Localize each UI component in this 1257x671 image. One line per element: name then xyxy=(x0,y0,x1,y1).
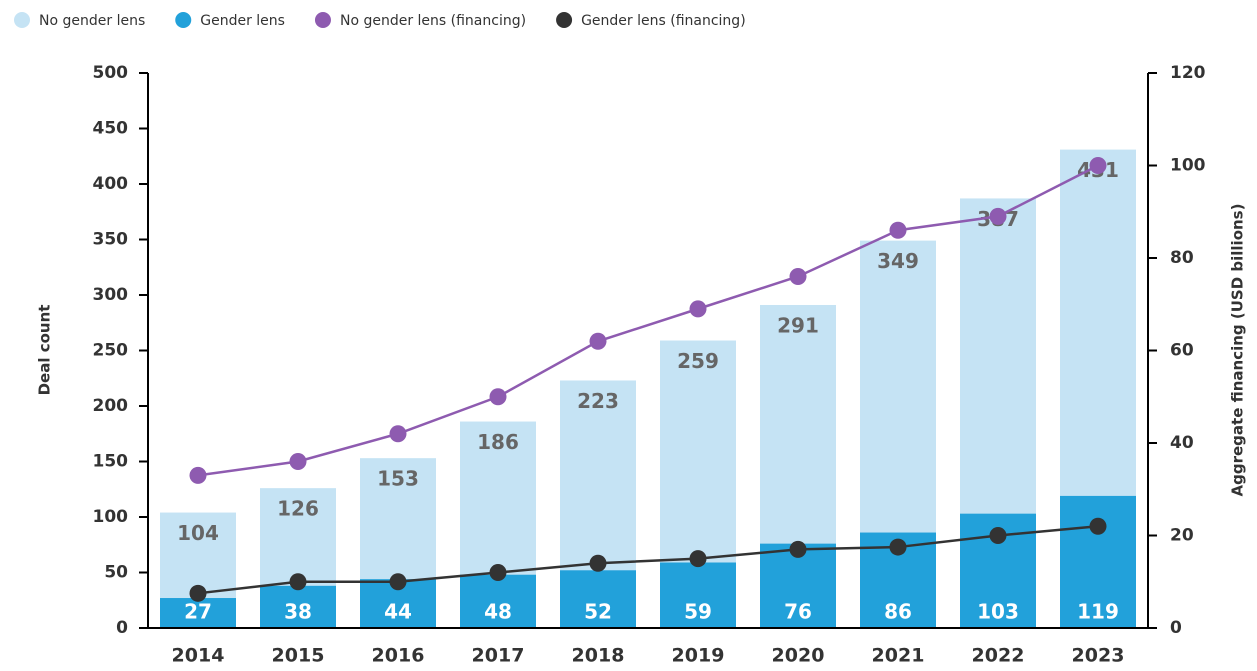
line-point xyxy=(589,332,607,350)
legend-label: No gender lens (financing) xyxy=(340,13,526,29)
data-label: 223 xyxy=(577,389,619,413)
line-point xyxy=(389,425,407,443)
data-label: 349 xyxy=(877,249,919,273)
data-label: 48 xyxy=(484,600,512,624)
line-point xyxy=(489,388,507,406)
y-axis-title: Deal count xyxy=(36,305,54,396)
legend-label: Gender lens xyxy=(200,13,285,29)
y-tick-label: 50 xyxy=(104,563,128,583)
data-label: 153 xyxy=(377,467,419,491)
data-label: 38 xyxy=(284,600,312,624)
y2-tick-label: 0 xyxy=(1170,618,1182,638)
y2-tick-label: 80 xyxy=(1170,248,1194,268)
x-tick-label: 2021 xyxy=(872,645,925,667)
x-tick-label: 2016 xyxy=(372,645,425,667)
line-point xyxy=(989,527,1007,544)
y2-tick-label: 40 xyxy=(1170,433,1194,453)
line-point xyxy=(189,584,207,602)
y-tick-label: 300 xyxy=(93,285,129,305)
bar xyxy=(560,570,636,628)
line-point xyxy=(889,221,907,239)
x-tick-label: 2023 xyxy=(1072,645,1125,667)
data-label: 119 xyxy=(1077,600,1119,624)
x-tick-label: 2017 xyxy=(472,645,525,667)
line-point xyxy=(1089,157,1107,174)
y-tick-label: 450 xyxy=(93,119,129,139)
line-point xyxy=(589,554,607,572)
x-tick-label: 2019 xyxy=(672,645,725,667)
line-point xyxy=(989,207,1007,225)
line-point xyxy=(489,564,507,581)
legend-marker xyxy=(556,12,573,28)
data-label: 27 xyxy=(184,600,212,624)
y2-tick-label: 20 xyxy=(1170,526,1194,546)
data-label: 44 xyxy=(384,600,412,624)
data-label: 104 xyxy=(177,521,219,545)
y2-tick-label: 100 xyxy=(1170,156,1206,176)
data-label: 76 xyxy=(784,600,812,624)
y-tick-label: 100 xyxy=(93,507,129,527)
data-label: 86 xyxy=(884,600,912,624)
line-point xyxy=(389,573,407,591)
y-tick-label: 0 xyxy=(116,618,128,638)
x-tick-label: 2015 xyxy=(272,645,325,667)
bar xyxy=(460,574,536,628)
x-tick-label: 2020 xyxy=(772,645,825,667)
line-point xyxy=(289,453,307,470)
legend-label: No gender lens xyxy=(39,13,145,29)
y-tick-label: 350 xyxy=(93,230,129,250)
line-point xyxy=(289,573,307,591)
bar xyxy=(660,562,736,628)
y2-tick-label: 120 xyxy=(1170,63,1206,83)
x-tick-label: 2022 xyxy=(972,645,1025,667)
y2-tick-label: 60 xyxy=(1170,341,1194,361)
line-point xyxy=(1089,517,1107,535)
y-tick-label: 400 xyxy=(93,174,129,194)
data-label: 52 xyxy=(584,600,612,624)
data-label: 126 xyxy=(277,497,319,521)
line-point xyxy=(689,300,707,318)
y2-axis-title: Aggregate financing (USD billions) xyxy=(1229,204,1247,497)
legend-marker xyxy=(14,12,30,28)
line xyxy=(197,525,1099,595)
y-tick-label: 150 xyxy=(93,452,129,472)
line-point xyxy=(789,268,807,285)
data-label: 59 xyxy=(684,600,712,624)
line-point xyxy=(189,466,207,484)
legend-marker xyxy=(314,12,331,28)
bar xyxy=(260,585,336,628)
data-label: 291 xyxy=(777,313,819,337)
line-point xyxy=(689,550,707,568)
x-tick-label: 2014 xyxy=(172,645,225,667)
legend-marker xyxy=(175,12,192,28)
bar xyxy=(160,598,236,628)
legend-label: Gender lens (financing) xyxy=(581,13,746,29)
x-tick-label: 2018 xyxy=(572,645,625,667)
y-tick-label: 200 xyxy=(93,396,129,416)
y-tick-label: 250 xyxy=(93,341,129,361)
data-label: 186 xyxy=(477,430,519,454)
line xyxy=(197,164,1099,477)
data-label: 103 xyxy=(977,600,1019,624)
line-point xyxy=(889,538,907,556)
line-point xyxy=(789,540,807,558)
y-tick-label: 500 xyxy=(93,63,129,83)
data-label: 259 xyxy=(677,349,719,373)
